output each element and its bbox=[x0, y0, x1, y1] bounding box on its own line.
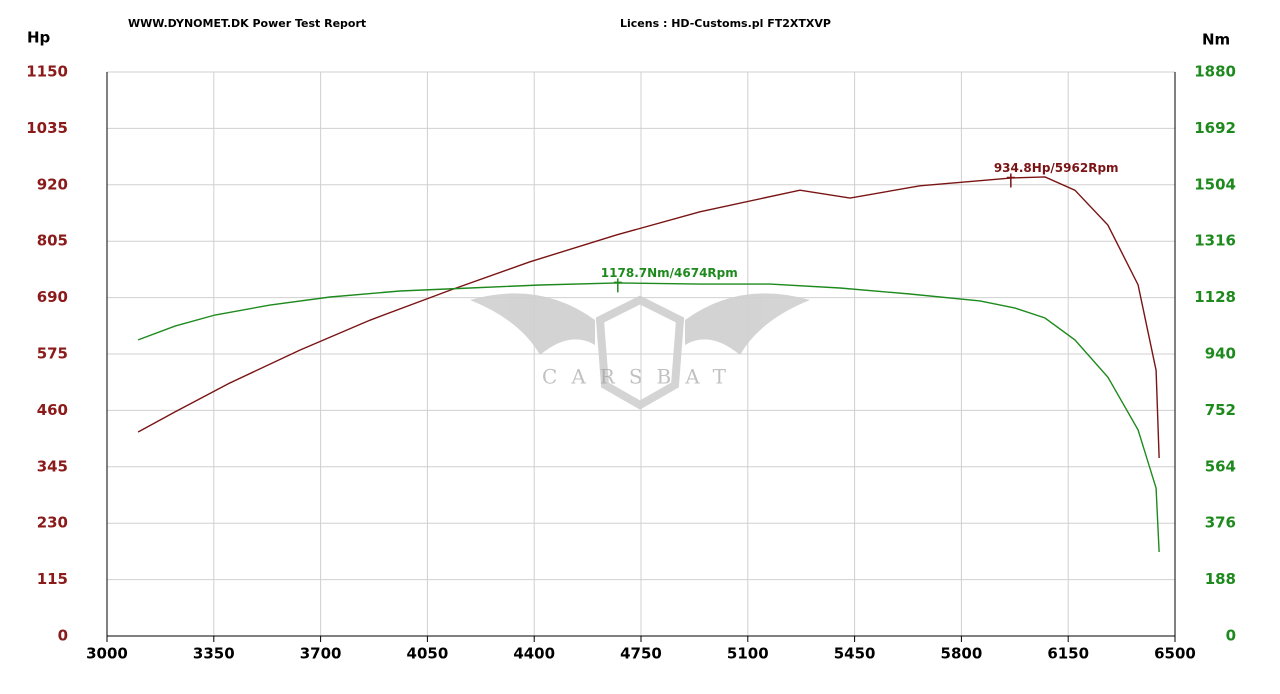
x-tick-label: 3000 bbox=[86, 645, 128, 663]
y-tick-label: 690 bbox=[37, 288, 68, 306]
y2-tick-label: 1316 bbox=[1194, 232, 1236, 250]
y-tick-label: 115 bbox=[37, 570, 68, 588]
annotation-label: 1178.7Nm/4674Rpm bbox=[601, 266, 738, 280]
y-tick-label: 575 bbox=[37, 345, 68, 363]
y-tick-label: 805 bbox=[37, 232, 68, 250]
data-line bbox=[137, 176, 1160, 458]
annotation-marker bbox=[613, 278, 622, 293]
y2-tick-label: 376 bbox=[1205, 514, 1236, 532]
y2-tick-label: 1504 bbox=[1194, 175, 1236, 193]
y2-tick-label: 188 bbox=[1205, 570, 1236, 588]
y2-tick-label: 1128 bbox=[1194, 288, 1236, 306]
y-axis-label: Hp bbox=[27, 29, 51, 47]
annotation-label: 934.8Hp/5962Rpm bbox=[994, 161, 1119, 175]
x-tick-label: 6500 bbox=[1154, 645, 1196, 663]
x-tick-label: 4050 bbox=[407, 645, 449, 663]
y2-tick-label: 1880 bbox=[1194, 63, 1236, 81]
y2-tick-label: 1692 bbox=[1194, 119, 1236, 137]
x-tick-label: 5100 bbox=[727, 645, 769, 663]
x-tick-label: 4400 bbox=[513, 645, 555, 663]
header-right: Licens : HD-Customs.pl FT2XTXVP bbox=[620, 17, 831, 30]
y-tick-label: 0 bbox=[58, 627, 68, 645]
y2-tick-label: 940 bbox=[1205, 345, 1236, 363]
watermark-text: CARSBAT bbox=[542, 365, 740, 389]
annotation-marker bbox=[1006, 173, 1015, 188]
y2-tick-label: 564 bbox=[1205, 457, 1236, 475]
y-tick-label: 460 bbox=[37, 401, 68, 419]
y-tick-label: 920 bbox=[37, 175, 68, 193]
x-tick-label: 5450 bbox=[834, 645, 876, 663]
y2-tick-label: 752 bbox=[1205, 401, 1236, 419]
x-tick-label: 5800 bbox=[941, 645, 983, 663]
data-line bbox=[137, 282, 1160, 553]
header-left: WWW.DYNOMET.DK Power Test Report bbox=[128, 17, 366, 30]
y2-axis-label: Nm bbox=[1202, 31, 1230, 49]
x-tick-label: 3700 bbox=[300, 645, 342, 663]
x-tick-label: 3350 bbox=[193, 645, 235, 663]
y-tick-label: 345 bbox=[37, 457, 68, 475]
x-tick-label: 6150 bbox=[1047, 645, 1089, 663]
y-tick-label: 1035 bbox=[26, 119, 68, 137]
y-tick-label: 230 bbox=[37, 514, 68, 532]
y2-tick-label: 0 bbox=[1226, 627, 1236, 645]
x-tick-label: 4750 bbox=[620, 645, 662, 663]
y-tick-label: 1150 bbox=[26, 63, 68, 81]
